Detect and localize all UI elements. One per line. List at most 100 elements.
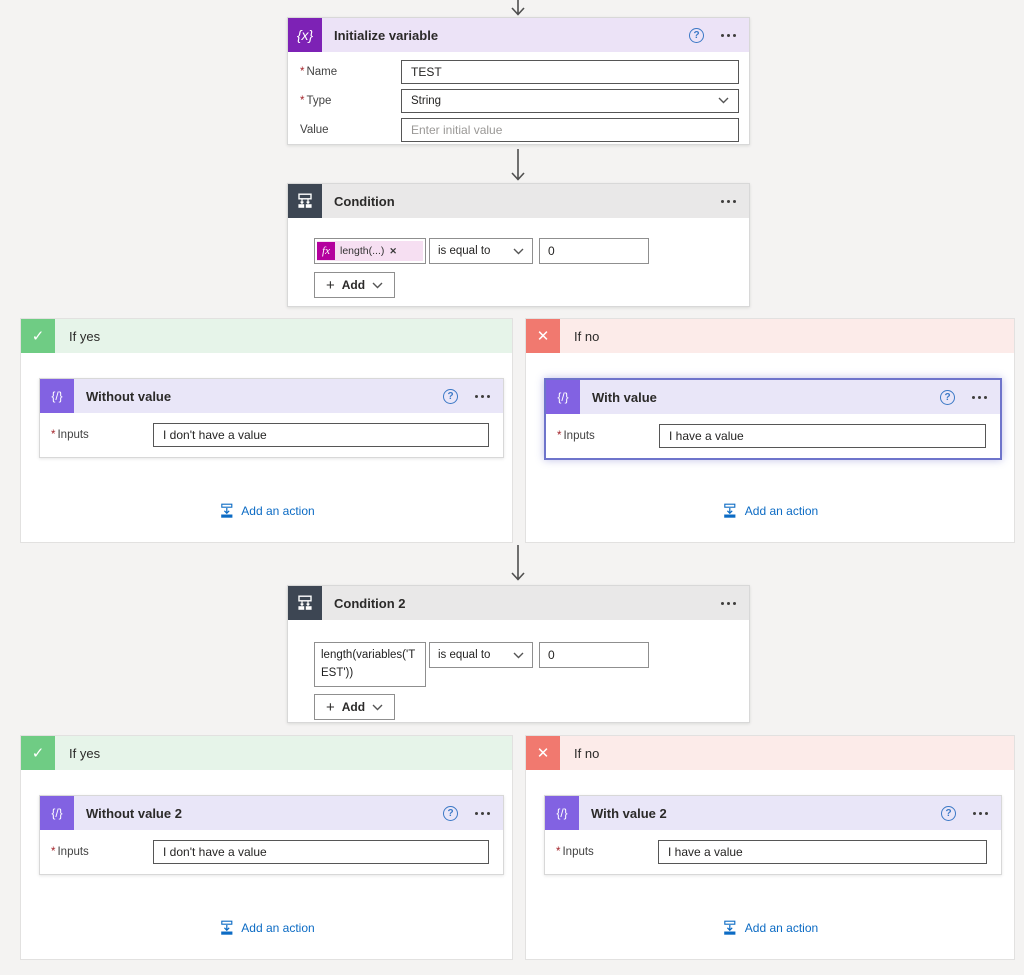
if-no-branch-1: ✕ If no {/} With value ? * Inputs xyxy=(525,318,1015,543)
condition-operand-box[interactable]: fx length(...) ✕ xyxy=(314,238,426,264)
expression-token-label: length(...) xyxy=(340,245,385,257)
operator-select[interactable]: is equal to xyxy=(429,238,533,264)
condition-header[interactable]: Condition xyxy=(288,184,749,218)
more-options-icon[interactable] xyxy=(721,196,736,207)
initialize-variable-header[interactable]: {x} Initialize variable ? xyxy=(288,18,749,52)
more-options-icon[interactable] xyxy=(475,391,490,402)
type-select-value: String xyxy=(411,94,442,107)
add-condition-button[interactable]: + Add xyxy=(314,694,396,720)
help-icon[interactable]: ? xyxy=(940,389,955,405)
branch-label: If no xyxy=(574,745,600,761)
inputs-input[interactable] xyxy=(153,423,489,447)
if-no-branch-2: ✕ If no {/} With value 2 ? * Inputs xyxy=(525,735,1015,960)
type-select[interactable]: String xyxy=(401,88,739,113)
token-remove-icon[interactable]: ✕ xyxy=(389,245,397,256)
check-icon: ✓ xyxy=(21,319,55,353)
add-button-label: Add xyxy=(341,278,366,292)
branch-label: If yes xyxy=(69,745,101,761)
value-field-row: Value xyxy=(298,117,739,142)
help-icon[interactable]: ? xyxy=(941,805,956,821)
required-marker: * xyxy=(556,846,561,858)
initialize-variable-card: {x} Initialize variable ? *Name *Type St… xyxy=(287,17,750,145)
cross-icon: ✕ xyxy=(526,736,560,770)
condition-2-header[interactable]: Condition 2 xyxy=(288,586,749,620)
with-value-2-card: {/} With value 2 ? * Inputs xyxy=(544,795,1002,875)
more-options-icon[interactable] xyxy=(475,808,490,819)
operand-expression-text: length(variables('TEST')) xyxy=(321,649,416,680)
name-field-label: * Name xyxy=(300,65,338,78)
with-value-header[interactable]: {/} With value ? xyxy=(546,380,1000,414)
if-no-header[interactable]: ✕ If no xyxy=(526,736,1014,770)
card-title: With value xyxy=(592,389,657,405)
chevron-down-icon xyxy=(513,652,524,658)
operator-select[interactable]: is equal to xyxy=(429,642,533,668)
help-icon[interactable]: ? xyxy=(443,805,458,821)
inputs-field-label: * Inputs xyxy=(556,846,594,858)
help-icon[interactable]: ? xyxy=(689,27,704,43)
with-value-card: {/} With value ? * Inputs xyxy=(544,378,1002,460)
add-an-action-link[interactable]: Add an action xyxy=(722,503,818,519)
card-title: With value 2 xyxy=(591,805,667,821)
value-input[interactable] xyxy=(401,117,739,142)
chevron-down-icon xyxy=(372,704,383,710)
add-action-label: Add an action xyxy=(241,504,315,518)
required-marker: * xyxy=(300,65,305,78)
more-options-icon[interactable] xyxy=(973,808,988,819)
inputs-input[interactable] xyxy=(153,840,489,864)
card-title: Initialize variable xyxy=(334,27,439,43)
condition-2-card: Condition 2 length(variables('TEST')) is… xyxy=(287,585,750,723)
more-options-icon[interactable] xyxy=(972,392,987,403)
inputs-input[interactable] xyxy=(658,840,987,864)
if-yes-header[interactable]: ✓ If yes xyxy=(21,736,512,770)
add-condition-button[interactable]: + Add xyxy=(314,272,396,298)
chevron-down-icon xyxy=(718,97,729,104)
compose-icon: {/} xyxy=(40,379,74,413)
if-no-header[interactable]: ✕ If no xyxy=(526,319,1014,353)
chevron-down-icon xyxy=(513,248,524,254)
required-marker: * xyxy=(300,94,305,107)
card-title: Condition xyxy=(334,193,395,209)
comparison-value-input[interactable] xyxy=(539,642,649,668)
with-value-2-header[interactable]: {/} With value 2 ? xyxy=(545,796,1001,830)
without-value-2-header[interactable]: {/} Without value 2 ? xyxy=(40,796,503,830)
add-button-label: Add xyxy=(341,700,366,714)
if-yes-branch-1: ✓ If yes {/} Without value ? * Inputs xyxy=(20,318,513,543)
add-an-action-link[interactable]: Add an action xyxy=(218,503,315,519)
branch-label: If no xyxy=(574,328,600,344)
compose-icon: {/} xyxy=(546,380,580,414)
more-options-icon[interactable] xyxy=(721,598,736,609)
connector-arrow-1 xyxy=(511,149,525,181)
name-input[interactable] xyxy=(401,59,739,84)
name-field-row: * Name xyxy=(298,59,739,84)
required-marker: * xyxy=(51,429,56,441)
condition-operand-box[interactable]: length(variables('TEST')) xyxy=(314,642,426,687)
variable-icon: {x} xyxy=(288,18,322,52)
required-marker: * xyxy=(51,846,56,858)
inputs-field-label: * Inputs xyxy=(51,846,89,858)
comparison-value-input[interactable] xyxy=(539,238,649,264)
type-field-row: * Type String xyxy=(298,88,739,113)
check-icon: ✓ xyxy=(21,736,55,770)
help-icon[interactable]: ? xyxy=(443,388,458,404)
inputs-input[interactable] xyxy=(659,424,986,448)
card-title: Condition 2 xyxy=(334,595,406,611)
plus-icon: + xyxy=(326,698,335,716)
add-action-label: Add an action xyxy=(241,921,315,935)
inputs-field-label: * Inputs xyxy=(51,429,89,441)
more-options-icon[interactable] xyxy=(721,30,736,41)
add-action-icon xyxy=(220,503,232,518)
add-action-label: Add an action xyxy=(744,921,819,935)
condition-icon xyxy=(288,586,322,620)
without-value-header[interactable]: {/} Without value ? xyxy=(40,379,503,413)
condition-card: Condition fx length(...) ✕ is equal to +… xyxy=(287,183,750,307)
add-action-icon xyxy=(724,920,736,935)
add-an-action-link[interactable]: Add an action xyxy=(722,920,818,936)
add-an-action-link[interactable]: Add an action xyxy=(218,920,315,936)
operator-select-value: is equal to xyxy=(438,245,491,257)
expression-token[interactable]: fx length(...) ✕ xyxy=(317,241,423,261)
value-field-label: Value xyxy=(300,123,329,136)
add-action-icon xyxy=(724,503,736,518)
without-value-card: {/} Without value ? * Inputs xyxy=(39,378,504,458)
card-title: Without value 2 xyxy=(86,805,182,821)
if-yes-header[interactable]: ✓ If yes xyxy=(21,319,512,353)
